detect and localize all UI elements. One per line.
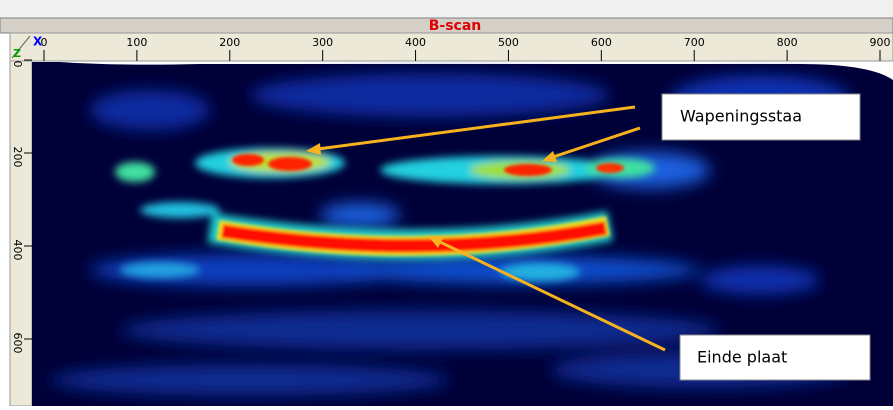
z-ruler [10, 61, 32, 406]
window-title: B-scan [429, 18, 482, 34]
x-tick-label: 400 [405, 36, 426, 49]
b-scan-window: B-scan X Z 01002003004005006007008009000… [0, 0, 893, 406]
x-tick-label: 300 [312, 36, 333, 49]
annotation-label: Wapeningsstaa [680, 107, 802, 126]
x-tick-label: 0 [41, 36, 48, 49]
z-tick-label: 200 [11, 147, 24, 168]
z-tick-label: 0 [11, 61, 24, 68]
annotation-label: Einde plaat [697, 348, 787, 367]
x-tick-label: 800 [777, 36, 798, 49]
z-axis-label: Z [13, 47, 21, 60]
z-tick-label: 400 [11, 240, 24, 261]
x-tick-label: 200 [219, 36, 240, 49]
x-tick-label: 900 [870, 36, 891, 49]
window-frame [0, 0, 893, 18]
x-tick-label: 700 [684, 36, 705, 49]
x-tick-label: 500 [498, 36, 519, 49]
z-tick-label: 600 [11, 333, 24, 354]
x-tick-label: 600 [591, 36, 612, 49]
x-tick-label: 100 [126, 36, 147, 49]
